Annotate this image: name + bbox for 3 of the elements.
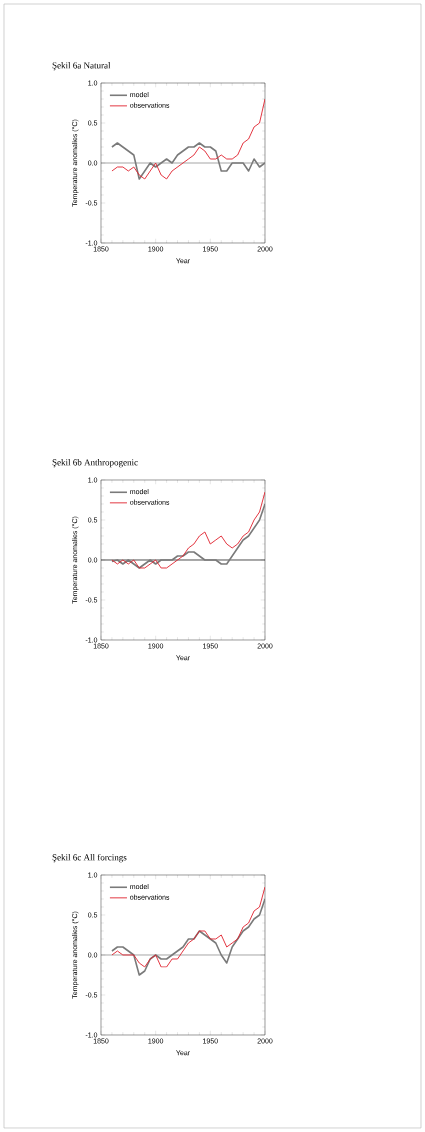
chart-title: Şekil 6b Anthropogenic [52,459,138,468]
chart-title: Şekil 6c All forcings [52,853,127,863]
chart-title: Şekil 6a Natural [52,62,111,71]
